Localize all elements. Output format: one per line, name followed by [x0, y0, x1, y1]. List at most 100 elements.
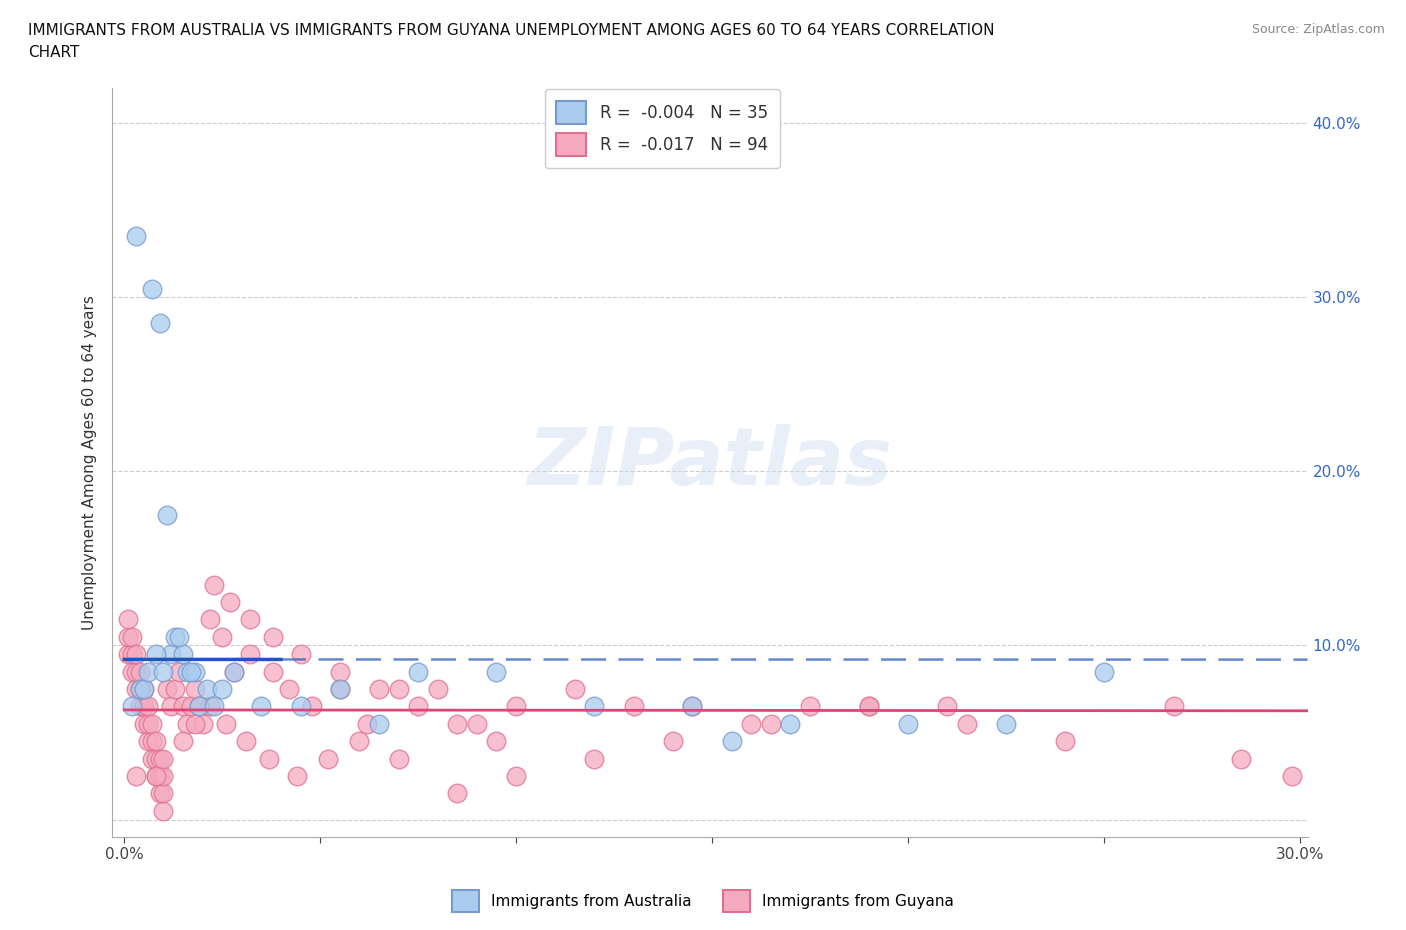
Point: [368, 682, 391, 697]
Point: [145, 646, 167, 661]
Point: [257, 751, 280, 766]
Legend: Immigrants from Australia, Immigrants from Guyana: Immigrants from Australia, Immigrants fr…: [446, 884, 960, 918]
Point: [406, 699, 429, 714]
Point: [121, 630, 143, 644]
Point: [662, 734, 685, 749]
Point: [956, 716, 979, 731]
Text: IMMIGRANTS FROM AUSTRALIA VS IMMIGRANTS FROM GUYANA UNEMPLOYMENT AMONG AGES 60 T: IMMIGRANTS FROM AUSTRALIA VS IMMIGRANTS …: [28, 23, 994, 38]
Point: [681, 699, 703, 714]
Point: [485, 664, 508, 679]
Point: [222, 664, 245, 679]
Point: [222, 664, 245, 679]
Point: [152, 751, 174, 766]
Point: [160, 646, 183, 661]
Point: [167, 664, 190, 679]
Point: [132, 716, 155, 731]
Point: [132, 682, 155, 697]
Point: [356, 716, 378, 731]
Point: [117, 612, 139, 627]
Point: [125, 682, 148, 697]
Point: [623, 699, 645, 714]
Point: [387, 682, 409, 697]
Point: [202, 578, 225, 592]
Point: [406, 664, 429, 679]
Point: [858, 699, 880, 714]
Point: [172, 699, 194, 714]
Point: [301, 699, 323, 714]
Point: [191, 716, 214, 731]
Point: [141, 281, 163, 296]
Point: [141, 734, 163, 749]
Point: [125, 646, 148, 661]
Point: [152, 786, 174, 801]
Point: [129, 682, 152, 697]
Point: [187, 699, 209, 714]
Point: [779, 716, 801, 731]
Point: [239, 646, 262, 661]
Point: [505, 699, 527, 714]
Point: [125, 229, 148, 244]
Point: [564, 682, 586, 697]
Point: [200, 699, 222, 714]
Point: [465, 716, 488, 731]
Point: [184, 682, 207, 697]
Point: [176, 664, 198, 679]
Point: [156, 508, 179, 523]
Point: [936, 699, 959, 714]
Point: [184, 716, 207, 731]
Point: [148, 768, 170, 783]
Point: [148, 751, 170, 766]
Point: [121, 664, 143, 679]
Point: [897, 716, 920, 731]
Point: [141, 751, 163, 766]
Point: [187, 699, 209, 714]
Point: [1053, 734, 1076, 749]
Point: [349, 734, 371, 749]
Point: [277, 682, 299, 697]
Point: [759, 716, 782, 731]
Point: [329, 664, 352, 679]
Point: [720, 734, 742, 749]
Point: [329, 682, 352, 697]
Point: [129, 699, 152, 714]
Point: [145, 768, 167, 783]
Point: [145, 768, 167, 783]
Point: [1281, 768, 1303, 783]
Point: [167, 630, 190, 644]
Legend: R =  -0.004   N = 35, R =  -0.017   N = 94: R = -0.004 N = 35, R = -0.017 N = 94: [546, 89, 779, 168]
Point: [129, 682, 152, 697]
Point: [132, 682, 155, 697]
Point: [1230, 751, 1253, 766]
Point: [583, 699, 606, 714]
Point: [156, 682, 179, 697]
Point: [858, 699, 880, 714]
Point: [176, 716, 198, 731]
Point: [125, 664, 148, 679]
Point: [583, 751, 606, 766]
Point: [152, 768, 174, 783]
Point: [121, 646, 143, 661]
Point: [262, 664, 284, 679]
Point: [160, 699, 183, 714]
Point: [117, 646, 139, 661]
Point: [184, 664, 207, 679]
Point: [136, 699, 159, 714]
Point: [215, 716, 238, 731]
Point: [136, 664, 159, 679]
Point: [316, 751, 339, 766]
Point: [180, 664, 202, 679]
Point: [799, 699, 821, 714]
Y-axis label: Unemployment Among Ages 60 to 64 years: Unemployment Among Ages 60 to 64 years: [82, 295, 97, 631]
Point: [250, 699, 273, 714]
Point: [200, 612, 222, 627]
Text: ZIPatlas: ZIPatlas: [527, 424, 893, 501]
Point: [202, 699, 225, 714]
Point: [239, 612, 262, 627]
Point: [172, 734, 194, 749]
Point: [262, 630, 284, 644]
Point: [148, 316, 170, 331]
Point: [141, 716, 163, 731]
Point: [172, 646, 194, 661]
Point: [387, 751, 409, 766]
Point: [121, 699, 143, 714]
